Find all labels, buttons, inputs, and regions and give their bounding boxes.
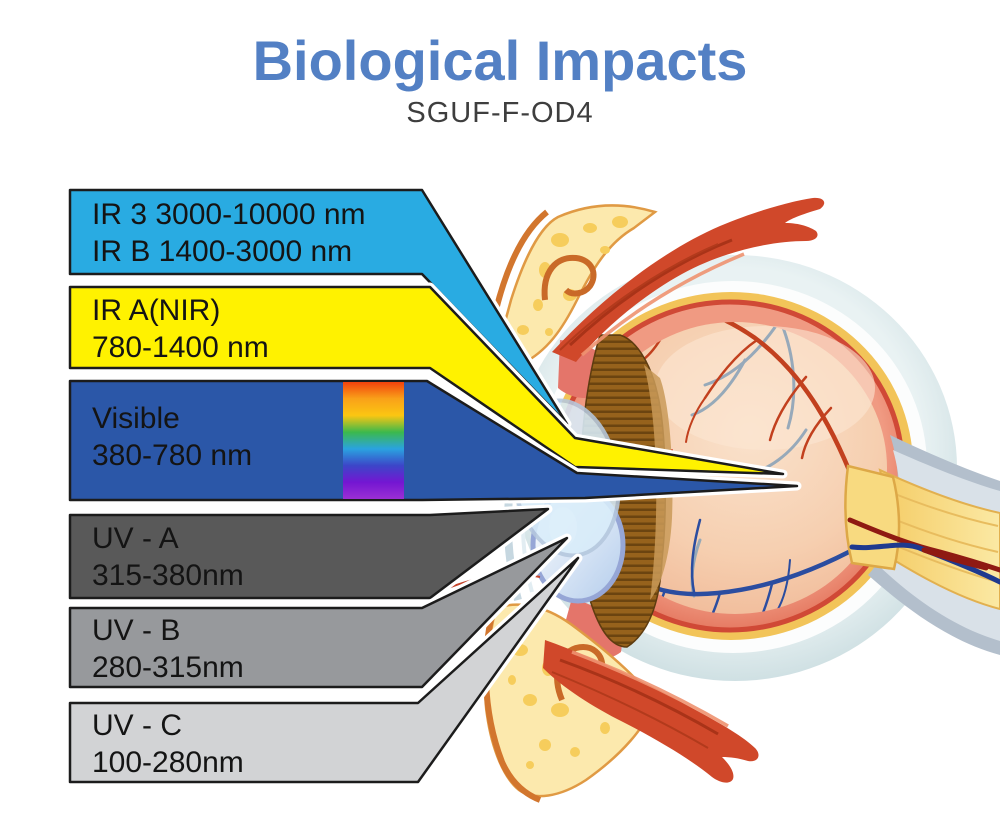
band-line: 280-315nm: [92, 651, 244, 684]
band-line: 315-380nm: [92, 559, 244, 592]
trochlea-loop-top: [541, 254, 597, 301]
band-uvb-arrow: [68, 536, 569, 689]
band-line: IR A(NIR): [92, 294, 221, 327]
band-label-visible: Visible 380-780 nm: [92, 400, 252, 474]
band-visible-arrow: [68, 379, 799, 502]
band-uva-arrow: [68, 507, 550, 600]
wavelength-bands: [65, 185, 802, 787]
band-label-ir3: IR 3 3000-10000 nm IR B 1400-3000 nm: [92, 196, 366, 270]
band-label-uvc: UV - C 100-280nm: [92, 707, 244, 781]
page-title: Biological Impacts: [252, 29, 748, 92]
band-line: UV - C: [92, 709, 182, 742]
visible-spectrum-strip: [343, 382, 404, 499]
band-line: 780-1400 nm: [92, 331, 269, 364]
band-ira-arrow: [68, 285, 785, 476]
optic-nerve: [844, 435, 1000, 655]
band-line: 380-780 nm: [92, 439, 253, 472]
optic-disc: [844, 464, 901, 571]
band-line: IR 3 3000-10000 nm: [92, 198, 366, 231]
band-line: UV - B: [92, 614, 181, 647]
page-subtitle: SGUF-F-OD4: [406, 97, 594, 129]
band-label-uva: UV - A 315-380nm: [92, 520, 244, 594]
band-line: IR B 1400-3000 nm: [92, 235, 353, 268]
band-line: Visible: [92, 402, 180, 435]
superior-muscle-body: [552, 197, 825, 362]
band-label-ira: IR A(NIR) 780-1400 nm: [92, 292, 269, 366]
band-line: UV - A: [92, 522, 179, 555]
inferior-muscle: [543, 640, 759, 783]
band-label-uvb: UV - B 280-315nm: [92, 612, 244, 686]
band-uvc-arrow: [68, 556, 580, 784]
central-vessels-braid: [847, 517, 1000, 585]
band-line: 100-280nm: [92, 746, 244, 779]
superior-muscle: [541, 197, 825, 362]
